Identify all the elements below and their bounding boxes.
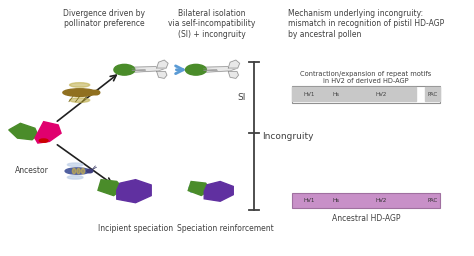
Ellipse shape xyxy=(77,168,80,174)
Text: PAC: PAC xyxy=(427,92,438,97)
Polygon shape xyxy=(132,67,166,72)
Ellipse shape xyxy=(65,168,90,174)
Text: HV2: HV2 xyxy=(375,92,387,97)
Ellipse shape xyxy=(73,168,76,174)
Ellipse shape xyxy=(67,163,83,166)
Ellipse shape xyxy=(67,176,83,179)
Polygon shape xyxy=(228,71,238,78)
Polygon shape xyxy=(157,60,168,68)
Bar xyxy=(346,88,416,101)
Bar xyxy=(425,88,440,101)
Ellipse shape xyxy=(70,83,90,87)
Bar xyxy=(292,88,326,101)
Text: Mechanism underlying incongruity:
mismatch in recognition of pistil HD-AGP
by an: Mechanism underlying incongruity: mismat… xyxy=(288,9,444,39)
Polygon shape xyxy=(228,60,240,68)
Polygon shape xyxy=(188,182,210,196)
Ellipse shape xyxy=(92,90,100,95)
Ellipse shape xyxy=(87,169,93,173)
Text: HV1: HV1 xyxy=(303,198,315,203)
Text: Bilateral isolation
via self-incompatibility
(SI) + incongruity: Bilateral isolation via self-incompatibi… xyxy=(168,9,255,39)
Ellipse shape xyxy=(70,98,90,102)
Text: HV1: HV1 xyxy=(303,92,315,97)
Polygon shape xyxy=(204,182,233,201)
Ellipse shape xyxy=(114,64,135,75)
Text: Ancestral HD-AGP: Ancestral HD-AGP xyxy=(332,214,400,223)
Ellipse shape xyxy=(63,89,96,96)
Text: Divergence driven by
pollinator preference: Divergence driven by pollinator preferen… xyxy=(63,9,145,28)
Text: PAC: PAC xyxy=(427,198,438,203)
Text: Hs: Hs xyxy=(333,198,340,203)
Text: Hs: Hs xyxy=(333,92,340,97)
Text: SI: SI xyxy=(237,93,246,102)
FancyBboxPatch shape xyxy=(292,86,440,103)
Polygon shape xyxy=(35,122,61,143)
Text: Speciation reinforcement: Speciation reinforcement xyxy=(177,224,273,233)
Ellipse shape xyxy=(82,168,85,174)
Text: HV2: HV2 xyxy=(375,198,387,203)
Polygon shape xyxy=(157,71,167,78)
Polygon shape xyxy=(9,123,38,140)
Text: Incipient speciation: Incipient speciation xyxy=(98,224,173,233)
Ellipse shape xyxy=(185,64,206,75)
Text: Incongruity: Incongruity xyxy=(262,132,314,141)
FancyBboxPatch shape xyxy=(292,193,440,208)
Polygon shape xyxy=(203,67,238,72)
Polygon shape xyxy=(98,180,123,196)
Text: Contraction/expansion of repeat motifs
in HV2 of derived HD-AGP: Contraction/expansion of repeat motifs i… xyxy=(300,71,431,84)
Ellipse shape xyxy=(39,139,48,142)
Bar xyxy=(326,88,346,101)
Polygon shape xyxy=(117,180,151,203)
Text: Ancestor: Ancestor xyxy=(15,166,49,175)
